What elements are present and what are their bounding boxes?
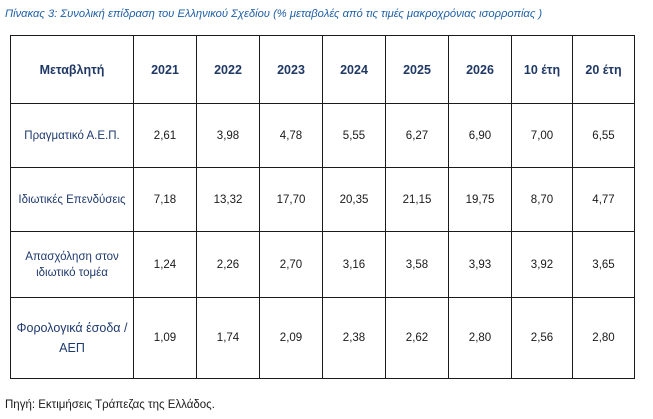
row-label-real-gdp: Πραγματικό Α.Ε.Π. — [10, 103, 134, 168]
row-label-tax-revenue: Φορολογικά έσοδα / ΑΕΠ — [10, 297, 134, 379]
table-cell: 20,35 — [322, 167, 386, 232]
table-cell: 5,55 — [322, 103, 386, 168]
table-cell: 1,09 — [133, 297, 197, 379]
table-cell: 7,18 — [133, 167, 197, 232]
table-cell: 2,80 — [572, 297, 635, 379]
table-cell: 19,75 — [448, 167, 512, 232]
table-cell: 4,78 — [259, 103, 323, 168]
table-cell: 8,70 — [511, 167, 573, 232]
table-cell: 4,77 — [572, 167, 635, 232]
data-table: Μεταβλητή 2021 2022 2023 2024 2025 2026 … — [10, 35, 635, 379]
table-cell: 2,26 — [196, 231, 260, 298]
table-row: Απασχόληση στον ιδιωτικό τομέα 1,24 2,26… — [10, 231, 635, 298]
table-cell: 2,70 — [259, 231, 323, 298]
table-cell: 7,00 — [511, 103, 573, 168]
column-header-2023: 2023 — [259, 35, 323, 104]
table-cell: 2,80 — [448, 297, 512, 379]
column-header-2024: 2024 — [322, 35, 386, 104]
column-header-2026: 2026 — [448, 35, 512, 104]
table-cell: 6,27 — [385, 103, 449, 168]
column-header-2021: 2021 — [133, 35, 197, 104]
table-caption: Πίνακας 3: Συνολική επίδραση του Ελληνικ… — [5, 8, 543, 20]
table-cell: 3,58 — [385, 231, 449, 298]
table-cell: 1,24 — [133, 231, 197, 298]
table-row: Ιδιωτικές Επενδύσεις 7,18 13,32 17,70 20… — [10, 167, 635, 232]
table-cell: 17,70 — [259, 167, 323, 232]
table-cell: 2,62 — [385, 297, 449, 379]
table-cell: 2,56 — [511, 297, 573, 379]
row-label-private-investment: Ιδιωτικές Επενδύσεις — [10, 167, 134, 232]
table-cell: 2,09 — [259, 297, 323, 379]
table-cell: 3,92 — [511, 231, 573, 298]
table-cell: 3,93 — [448, 231, 512, 298]
table-cell: 1,74 — [196, 297, 260, 379]
table-row: Πραγματικό Α.Ε.Π. 2,61 3,98 4,78 5,55 6,… — [10, 103, 635, 168]
column-header-variable: Μεταβλητή — [10, 35, 134, 104]
table-cell: 13,32 — [196, 167, 260, 232]
source-note: Πηγή: Εκτιμήσεις Τράπεζας της Ελλάδος. — [5, 399, 215, 411]
table-cell: 6,90 — [448, 103, 512, 168]
table-cell: 2,61 — [133, 103, 197, 168]
table-cell: 3,98 — [196, 103, 260, 168]
table-cell: 6,55 — [572, 103, 635, 168]
column-header-2022: 2022 — [196, 35, 260, 104]
column-header-2025: 2025 — [385, 35, 449, 104]
row-label-private-employment: Απασχόληση στον ιδιωτικό τομέα — [10, 231, 134, 298]
column-header-10-years: 10 έτη — [511, 35, 573, 104]
table-cell: 2,38 — [322, 297, 386, 379]
header-row: Μεταβλητή 2021 2022 2023 2024 2025 2026 … — [10, 35, 635, 104]
table-cell: 3,16 — [322, 231, 386, 298]
table-row: Φορολογικά έσοδα / ΑΕΠ 1,09 1,74 2,09 2,… — [10, 297, 635, 379]
table-cell: 21,15 — [385, 167, 449, 232]
table-cell: 3,65 — [572, 231, 635, 298]
column-header-20-years: 20 έτη — [572, 35, 635, 104]
